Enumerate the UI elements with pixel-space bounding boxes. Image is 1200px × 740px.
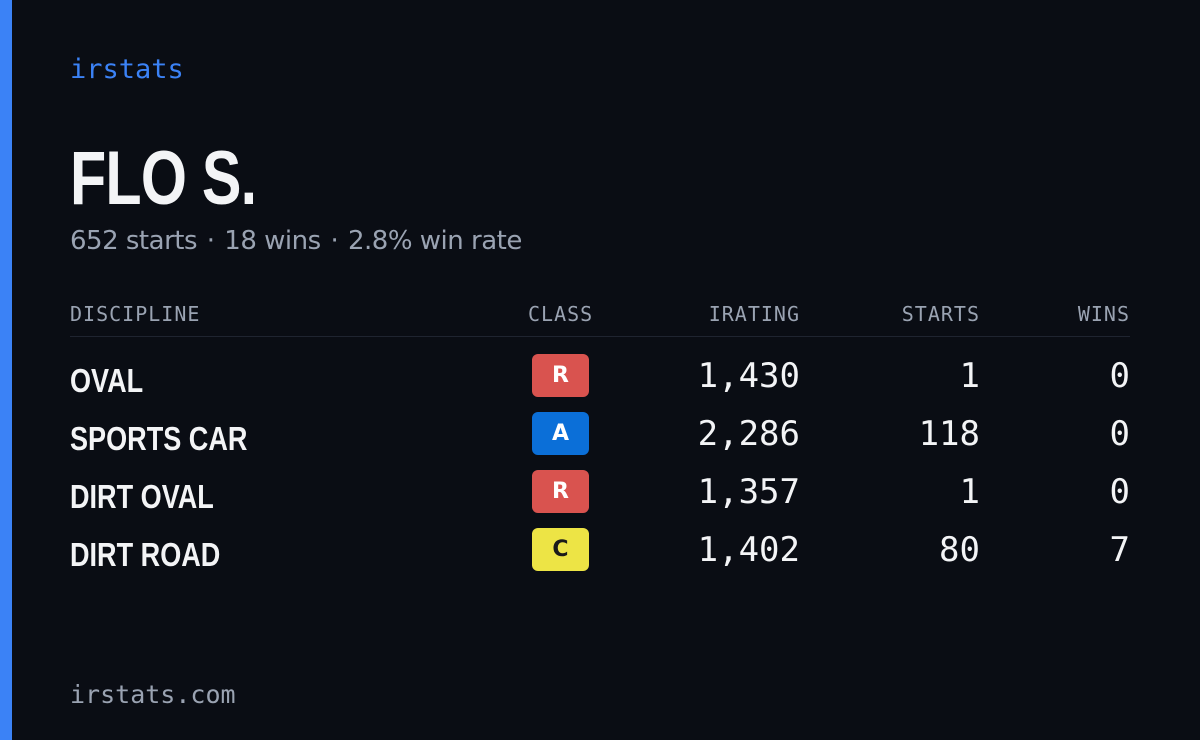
summary-starts: 652 starts: [70, 226, 198, 256]
row-irating: 1,402: [697, 530, 800, 570]
row-discipline: DIRT ROAD: [70, 536, 221, 573]
table-row: DIRT ROAD C 1,402 80 7: [70, 528, 1130, 580]
row-starts: 1: [959, 472, 980, 512]
row-discipline: SPORTS CAR: [70, 420, 248, 457]
row-starts: 118: [918, 414, 980, 454]
row-starts: 80: [939, 530, 980, 570]
row-irating: 1,430: [697, 356, 800, 396]
brand-logo-text: irstats: [70, 54, 184, 85]
summary-winrate: 2.8% win rate: [347, 226, 522, 256]
row-irating: 1,357: [697, 472, 800, 512]
accent-bar: [0, 0, 12, 740]
row-wins: 0: [1109, 356, 1130, 396]
class-badge: R: [532, 470, 589, 513]
footer-url: irstats.com: [70, 680, 236, 709]
header-wins: WINS: [1077, 302, 1130, 326]
table-header: DISCIPLINE CLASS IRATING STARTS WINS: [70, 300, 1130, 337]
row-discipline: DIRT OVAL: [70, 478, 214, 515]
header-class: CLASS: [528, 302, 594, 326]
class-badge: R: [532, 354, 589, 397]
driver-name: FLO S.: [70, 136, 257, 221]
row-irating: 2,286: [697, 414, 800, 454]
summary-separator: ·: [206, 226, 215, 256]
table-row: SPORTS CAR A 2,286 118 0: [70, 412, 1130, 464]
row-wins: 0: [1109, 472, 1130, 512]
header-discipline: DISCIPLINE: [70, 302, 201, 326]
row-discipline: OVAL: [70, 362, 144, 399]
row-starts: 1: [959, 356, 980, 396]
header-starts: STARTS: [901, 302, 980, 326]
summary-separator: ·: [330, 226, 339, 256]
summary-wins: 18 wins: [224, 226, 321, 256]
class-badge: C: [532, 528, 589, 571]
class-badge: A: [532, 412, 589, 455]
driver-summary: 652 starts · 18 wins · 2.8% win rate: [70, 226, 522, 256]
table-row: DIRT OVAL R 1,357 1 0: [70, 470, 1130, 522]
table-row: OVAL R 1,430 1 0: [70, 354, 1130, 406]
header-irating: IRATING: [708, 302, 800, 326]
row-wins: 7: [1109, 530, 1130, 570]
row-wins: 0: [1109, 414, 1130, 454]
